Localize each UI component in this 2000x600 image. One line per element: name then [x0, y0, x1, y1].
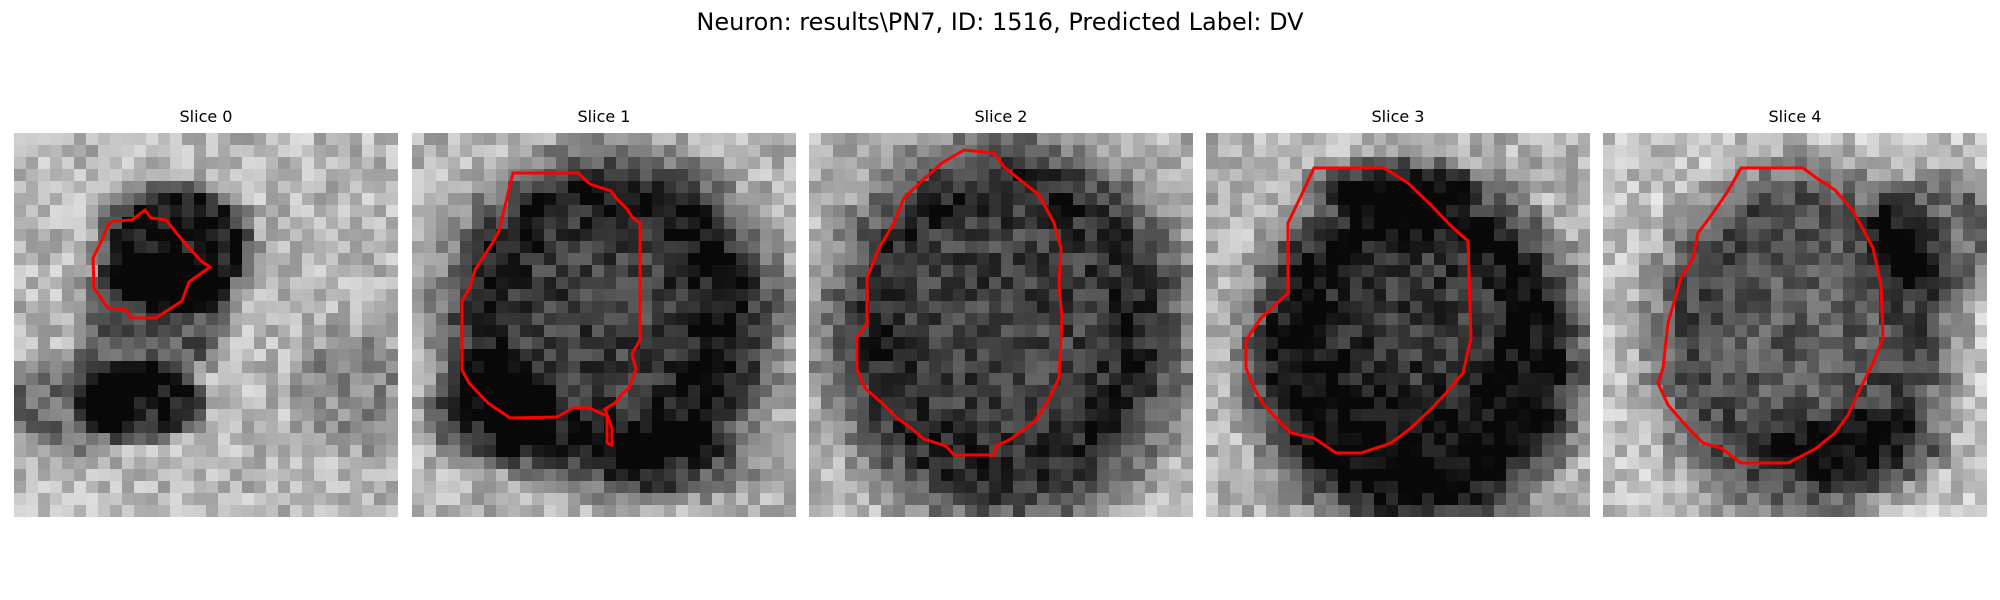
slice-panel-2: Slice 2: [809, 107, 1193, 517]
slice-image: [14, 133, 398, 517]
slice-panel-1: Slice 1: [412, 107, 796, 517]
slice-title: Slice 0: [14, 107, 398, 127]
slice-panel-4: Slice 4: [1603, 107, 1987, 517]
slice-title: Slice 4: [1603, 107, 1987, 127]
slice-title: Slice 1: [412, 107, 796, 127]
slice-image: [1603, 133, 1987, 517]
slice-title: Slice 2: [809, 107, 1193, 127]
pixel-grid: [14, 133, 398, 517]
slice-title: Slice 3: [1206, 107, 1590, 127]
slice-panel-0: Slice 0: [14, 107, 398, 517]
slice-image: [412, 133, 796, 517]
slice-panel-3: Slice 3: [1206, 107, 1590, 517]
pixel-grid: [1206, 133, 1590, 517]
pixel-grid: [412, 133, 796, 517]
figure-title: Neuron: results\PN7, ID: 1516, Predicted…: [0, 6, 2000, 38]
slice-image: [809, 133, 1193, 517]
slice-image: [1206, 133, 1590, 517]
